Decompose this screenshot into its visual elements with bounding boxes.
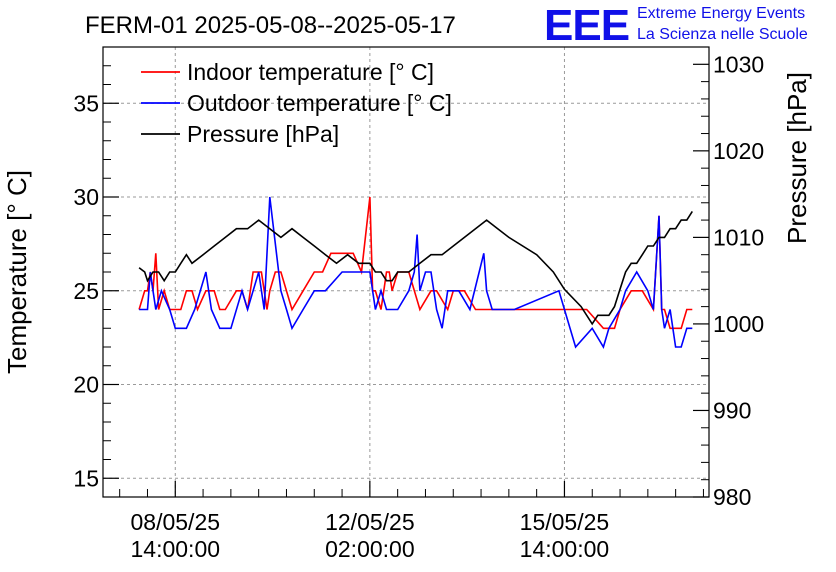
y2-axis-title: Pressure [hPa] (782, 72, 812, 244)
x-tick-label-date: 08/05/25 (131, 509, 221, 535)
y-tick-label: 15 (73, 465, 99, 491)
y2-tick-label: 1010 (713, 224, 764, 250)
y-tick-label: 30 (73, 184, 99, 210)
y2-tick-label: 980 (713, 484, 751, 510)
chart-title: FERM-01 2025-05-08--2025-05-17 (85, 12, 456, 39)
legend-label-outdoor: Outdoor temperature [° C] (187, 90, 452, 116)
x-tick-label-time: 14:00:00 (131, 536, 221, 562)
legend-label-pressure: Pressure [hPa] (187, 121, 339, 147)
eee-logo: EEE Extreme Energy Events La Scienza nel… (544, 1, 808, 50)
series-layer (138, 196, 693, 349)
legend: Indoor temperature [° C] Outdoor tempera… (141, 59, 452, 147)
y-tick-label: 35 (73, 90, 99, 116)
legend-label-indoor: Indoor temperature [° C] (187, 59, 434, 85)
series-pressure (138, 210, 693, 326)
logo-line-2: La Scienza nelle Scuole (637, 26, 808, 43)
x-tick-label-time: 02:00:00 (325, 536, 415, 562)
y2-tick-label: 990 (713, 397, 751, 423)
y-tick-label: 20 (73, 372, 99, 398)
grid-layer (103, 47, 709, 497)
x-tick-label-date: 15/05/25 (520, 509, 610, 535)
x-tick-label-time: 14:00:00 (520, 536, 610, 562)
x-tick-label-date: 12/05/25 (325, 509, 415, 535)
series-outdoor-temperature (139, 196, 693, 349)
logo-line-1: Extreme Energy Events (637, 5, 805, 22)
y2-tick-label: 1020 (713, 138, 764, 164)
y-tick-label: 25 (73, 278, 99, 304)
y-axis-title: Temperature [° C] (2, 170, 32, 374)
axis-layer: 15 20 25 30 35 980 990 1000 1010 1020 1030 08/05/25… (73, 46, 764, 562)
y2-tick-label: 1030 (713, 51, 764, 77)
logo-mark: EEE (544, 1, 629, 50)
y2-tick-label: 1000 (713, 311, 764, 337)
